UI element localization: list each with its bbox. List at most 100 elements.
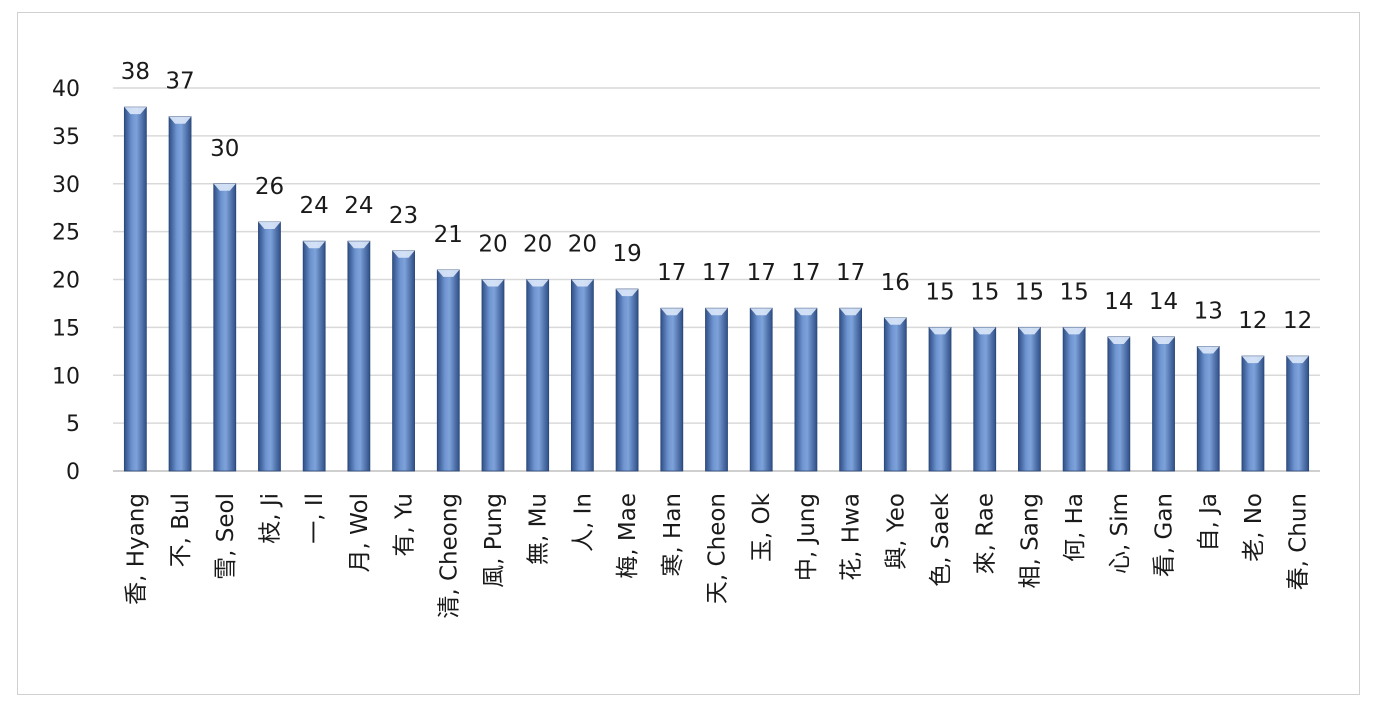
bar-body bbox=[1241, 355, 1265, 472]
data-label: 20 bbox=[523, 232, 552, 258]
x-category-label: 月, Wol bbox=[347, 493, 373, 572]
x-category-label: 梅, Mae bbox=[615, 493, 641, 579]
bar-cap bbox=[571, 279, 594, 287]
data-label: 21 bbox=[434, 222, 463, 248]
bar bbox=[883, 317, 907, 472]
bar-body bbox=[213, 183, 237, 472]
data-label: 15 bbox=[1015, 279, 1044, 305]
bar-cap bbox=[481, 279, 504, 287]
bars bbox=[123, 106, 1310, 472]
data-label: 37 bbox=[165, 69, 194, 95]
data-label: 17 bbox=[836, 260, 865, 286]
bar-body bbox=[570, 279, 594, 472]
x-category-label: 看, Gan bbox=[1152, 493, 1178, 577]
x-category-label: 有, Yu bbox=[392, 493, 418, 557]
bar-body bbox=[928, 326, 952, 472]
bar-cap bbox=[660, 308, 683, 316]
x-category-label: 香, Hyang bbox=[123, 493, 149, 605]
bar-cap bbox=[258, 222, 281, 230]
bar-cap bbox=[973, 327, 996, 335]
data-label: 17 bbox=[791, 260, 820, 286]
bar-cap bbox=[750, 308, 773, 316]
bar bbox=[213, 183, 237, 472]
data-label: 38 bbox=[121, 59, 150, 85]
bar-body bbox=[481, 279, 505, 472]
data-label: 24 bbox=[344, 193, 373, 219]
bar-cap bbox=[1018, 327, 1041, 335]
bar bbox=[1107, 336, 1131, 472]
y-tick-label: 15 bbox=[52, 316, 80, 341]
x-category-label: 玉, Ok bbox=[749, 492, 775, 562]
x-category-label: 色, Saek bbox=[928, 492, 954, 586]
bar bbox=[660, 307, 684, 472]
bar-cap bbox=[124, 107, 147, 115]
x-category-label: 不, Bul bbox=[168, 493, 194, 567]
bar-cap bbox=[839, 308, 862, 316]
data-label: 15 bbox=[1059, 279, 1088, 305]
data-label: 15 bbox=[970, 279, 999, 305]
bar-body bbox=[1196, 346, 1220, 472]
bar-body bbox=[526, 279, 550, 472]
bar-cap bbox=[1063, 327, 1086, 335]
x-category-label: 來, Rae bbox=[973, 493, 999, 574]
y-tick-label: 35 bbox=[52, 125, 80, 150]
chart-frame bbox=[17, 12, 1360, 695]
data-label: 15 bbox=[925, 279, 954, 305]
bar-body bbox=[794, 307, 818, 472]
bar bbox=[1196, 346, 1220, 472]
bar bbox=[570, 279, 594, 472]
bar bbox=[436, 269, 460, 472]
bar bbox=[928, 326, 952, 472]
bar-body bbox=[839, 307, 863, 472]
x-category-label: 中, Jung bbox=[794, 493, 820, 581]
data-label: 20 bbox=[568, 232, 597, 258]
bar-body bbox=[436, 269, 460, 472]
data-label: 24 bbox=[300, 193, 329, 219]
bar bbox=[1018, 326, 1041, 472]
x-axis-category-labels: 香, Hyang 不, Bul 雪, Seol 枝, Ji 一, Il 月, Wol 有, … bbox=[123, 492, 1311, 618]
data-labels: 38 37 30 26 24 24 23 21 20 20 20 19 17 17 17 17 17 16 15 15… bbox=[121, 59, 1313, 334]
x-category-label: 老, No bbox=[1241, 493, 1267, 562]
x-category-label: 春, Chun bbox=[1286, 493, 1312, 590]
data-label: 26 bbox=[255, 174, 284, 200]
data-label: 17 bbox=[747, 260, 776, 286]
bar-cap bbox=[347, 241, 370, 249]
bar bbox=[168, 116, 192, 472]
y-tick-label: 25 bbox=[52, 221, 80, 246]
data-label: 19 bbox=[612, 241, 641, 267]
data-label: 17 bbox=[702, 260, 731, 286]
x-category-label: 無, Mu bbox=[526, 493, 552, 565]
bar-body bbox=[1152, 336, 1175, 472]
bar-body bbox=[347, 240, 371, 472]
bar-cap bbox=[437, 269, 460, 277]
bar-cap bbox=[526, 279, 549, 287]
bar-body bbox=[1018, 326, 1041, 472]
y-tick-label: 0 bbox=[66, 460, 80, 485]
bar-body bbox=[749, 307, 773, 472]
data-label: 20 bbox=[478, 232, 507, 258]
data-label: 14 bbox=[1149, 289, 1178, 315]
bar bbox=[1062, 326, 1086, 472]
x-category-label: 何, Ha bbox=[1062, 493, 1088, 562]
bar bbox=[392, 250, 415, 472]
y-axis-ticks: 0 5 10 15 20 25 30 35 40 bbox=[52, 77, 80, 485]
bar-cap bbox=[1197, 346, 1220, 354]
data-label: 16 bbox=[881, 270, 910, 296]
bar bbox=[615, 288, 639, 472]
bar-body bbox=[123, 106, 147, 472]
x-category-label: 與, Yeo bbox=[883, 493, 909, 570]
bar bbox=[481, 279, 505, 472]
bar-body bbox=[615, 288, 639, 472]
bar bbox=[794, 307, 818, 472]
bar bbox=[705, 307, 728, 472]
bar-cap bbox=[616, 289, 639, 297]
bar bbox=[839, 307, 863, 472]
bar-cap bbox=[884, 317, 907, 325]
bar bbox=[1241, 355, 1265, 472]
bar-body bbox=[705, 307, 728, 472]
bar bbox=[258, 221, 281, 472]
bar-cap bbox=[1241, 356, 1264, 364]
x-category-label: 雪, Seol bbox=[213, 493, 239, 580]
bar bbox=[749, 307, 773, 472]
bar-body bbox=[660, 307, 684, 472]
